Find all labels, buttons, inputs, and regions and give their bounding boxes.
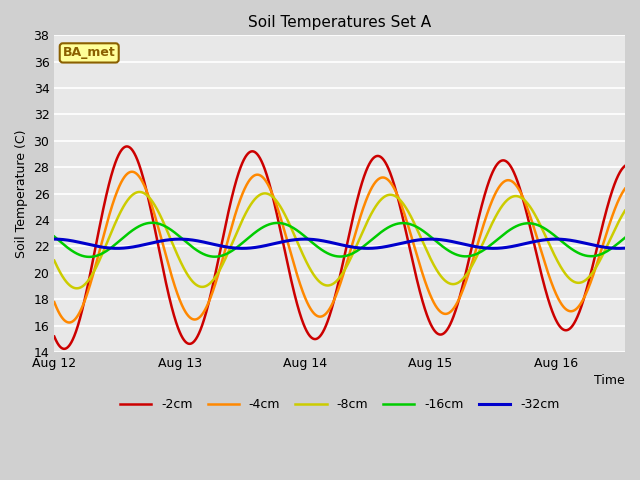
Legend: -2cm, -4cm, -8cm, -16cm, -32cm: -2cm, -4cm, -8cm, -16cm, -32cm <box>115 393 564 416</box>
-8cm <box>611 228 618 234</box>
-2cm <box>269 197 277 203</box>
-32cm <box>51 236 58 242</box>
-4cm <box>549 283 557 289</box>
Line: -16cm: -16cm <box>54 223 625 257</box>
-32cm <box>610 245 618 251</box>
-4cm <box>51 299 58 305</box>
-8cm <box>621 208 629 214</box>
-16cm <box>148 220 156 226</box>
-8cm <box>269 195 277 201</box>
Line: -4cm: -4cm <box>54 172 625 323</box>
-32cm <box>149 240 157 245</box>
-32cm <box>116 245 124 251</box>
Text: Time: Time <box>595 374 625 387</box>
-4cm <box>150 209 157 215</box>
-2cm <box>116 150 124 156</box>
-2cm <box>294 305 302 311</box>
-16cm <box>51 234 58 240</box>
Y-axis label: Soil Temperature (C): Soil Temperature (C) <box>15 130 28 258</box>
-4cm <box>294 276 302 281</box>
-16cm <box>621 235 629 240</box>
-16cm <box>150 220 157 226</box>
-16cm <box>611 243 618 249</box>
-32cm <box>294 237 301 242</box>
Line: -8cm: -8cm <box>54 192 625 288</box>
-2cm <box>123 144 131 149</box>
-4cm <box>116 183 124 189</box>
-4cm <box>621 186 629 192</box>
-16cm <box>549 231 557 237</box>
Text: BA_met: BA_met <box>63 47 116 60</box>
-4cm <box>269 194 277 200</box>
-2cm <box>621 163 629 169</box>
Line: -32cm: -32cm <box>54 239 625 248</box>
-2cm <box>611 182 618 188</box>
Title: Soil Temperatures Set A: Soil Temperatures Set A <box>248 15 431 30</box>
-8cm <box>116 211 124 217</box>
-2cm <box>60 346 68 352</box>
-4cm <box>65 320 73 325</box>
-16cm <box>86 254 93 260</box>
-16cm <box>269 220 277 226</box>
-8cm <box>549 249 557 254</box>
-2cm <box>549 310 557 315</box>
-32cm <box>548 236 556 242</box>
Line: -2cm: -2cm <box>54 146 625 349</box>
-8cm <box>294 241 302 247</box>
-8cm <box>51 258 58 264</box>
-4cm <box>611 208 618 214</box>
-32cm <box>615 245 623 251</box>
-32cm <box>269 241 277 247</box>
-2cm <box>51 334 58 339</box>
-16cm <box>294 228 302 234</box>
-8cm <box>73 286 81 291</box>
-16cm <box>116 238 124 244</box>
-8cm <box>136 189 143 195</box>
-4cm <box>128 169 136 175</box>
-8cm <box>150 201 157 206</box>
-32cm <box>621 245 629 251</box>
-2cm <box>150 220 157 226</box>
